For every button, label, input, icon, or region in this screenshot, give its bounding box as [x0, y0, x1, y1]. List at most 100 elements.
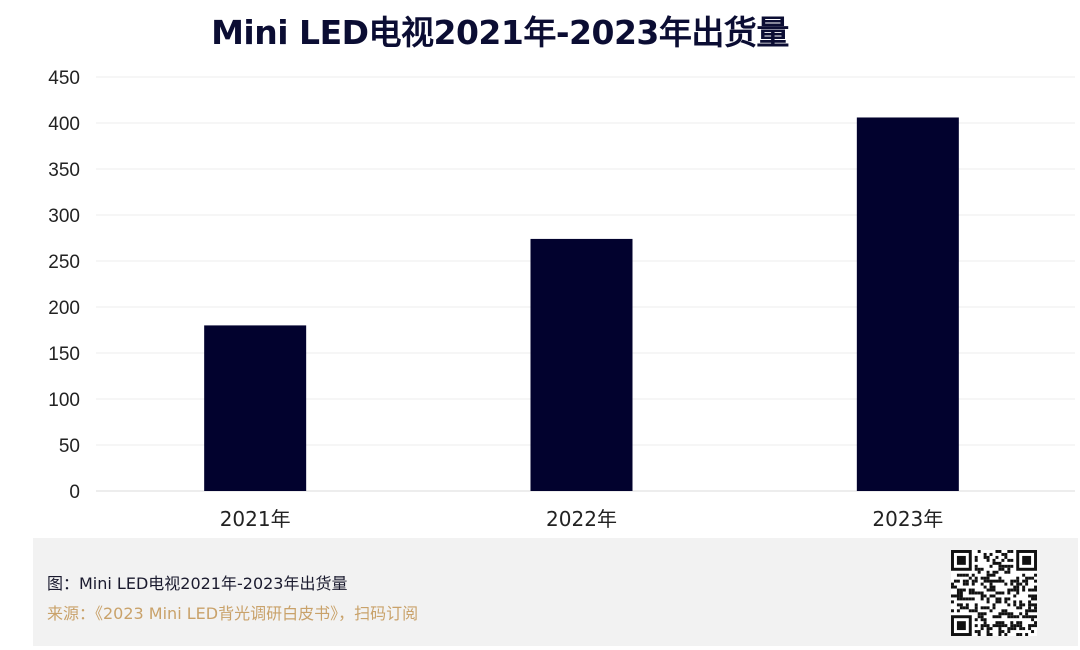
qr-module: [1022, 573, 1026, 577]
qr-module: [1007, 597, 1011, 601]
qr-module: [995, 591, 999, 595]
bars: [204, 117, 959, 491]
qr-module: [998, 624, 1002, 628]
qr-module: [1004, 597, 1008, 601]
qr-module: [974, 624, 978, 628]
bar-2021年[interactable]: [204, 325, 307, 491]
qr-module: [1028, 588, 1032, 592]
qr-module: [995, 600, 999, 604]
qr-module: [980, 594, 984, 598]
qr-module: [1034, 597, 1037, 601]
qr-module: [983, 585, 987, 589]
qr-module: [1016, 591, 1020, 595]
qr-module: [986, 588, 990, 592]
qr-module: [956, 555, 966, 565]
x-category-label: 2023年: [872, 507, 943, 531]
x-category-label: 2021年: [220, 507, 291, 531]
qr-module: [1025, 579, 1029, 583]
qr-module: [995, 579, 999, 583]
qr-module: [980, 627, 984, 631]
qr-module: [998, 591, 1002, 595]
qr-module: [965, 582, 969, 586]
qr-module: [992, 594, 996, 598]
qr-module: [992, 606, 996, 610]
qr-module: [1013, 585, 1017, 589]
qr-module: [980, 597, 984, 601]
qr-module: [1019, 612, 1023, 616]
qr-module: [983, 618, 987, 622]
qr-module: [962, 588, 966, 592]
qr-module: [971, 579, 975, 583]
qr-module: [995, 550, 999, 553]
qr-module: [1022, 615, 1026, 619]
qr-module: [986, 597, 990, 601]
qr-module: [989, 579, 993, 583]
qr-module: [1031, 603, 1035, 607]
qr-module: [1010, 624, 1014, 628]
qr-module: [998, 600, 1002, 604]
qr-module: [1001, 624, 1005, 628]
x-axis-labels: 2021年 2022年 2023年: [220, 507, 944, 531]
qr-module: [980, 591, 984, 595]
qr-module: [995, 615, 999, 619]
qr-module: [980, 624, 984, 628]
qr-module: [959, 594, 963, 598]
qr-module: [1016, 579, 1020, 583]
qr-module: [1007, 627, 1011, 631]
bar-2022年[interactable]: [530, 238, 633, 491]
qr-code-icon[interactable]: [951, 550, 1037, 636]
qr-module: [962, 597, 966, 601]
qr-module: [959, 573, 963, 577]
qr-module: [1004, 633, 1008, 636]
qr-module: [1019, 600, 1023, 604]
qr-module: [951, 582, 954, 586]
qr-module: [986, 600, 990, 604]
qr-module: [956, 621, 966, 631]
qr-module: [1007, 630, 1011, 634]
qr-module: [983, 579, 987, 583]
qr-module: [1019, 627, 1023, 631]
qr-module: [1016, 633, 1020, 636]
qr-module: [992, 558, 996, 562]
qr-module: [959, 591, 963, 595]
qr-module: [992, 624, 996, 628]
bar-2023年[interactable]: [856, 117, 959, 491]
qr-module: [998, 633, 1002, 636]
qr-module: [986, 630, 990, 634]
qr-module: [1007, 564, 1011, 568]
qr-module: [962, 573, 966, 577]
qr-module: [1016, 624, 1020, 628]
source-caption[interactable]: 来源：《2023 Mini LED背光调研白皮书》，扫码订阅: [47, 604, 419, 623]
qr-module: [995, 570, 999, 574]
qr-module: [998, 564, 1002, 568]
qr-module: [1001, 564, 1005, 568]
qr-module: [980, 612, 984, 616]
qr-module: [1022, 585, 1026, 589]
qr-module: [951, 594, 954, 598]
qr-module: [1010, 550, 1014, 553]
qr-module: [1016, 576, 1020, 580]
qr-module: [959, 588, 963, 592]
qr-module: [965, 597, 969, 601]
qr-module: [1031, 609, 1035, 613]
qr-module: [1007, 588, 1011, 592]
qr-module: [971, 588, 975, 592]
qr-module: [1016, 585, 1020, 589]
qr-module: [980, 582, 984, 586]
qr-module: [1031, 624, 1035, 628]
qr-module: [1001, 609, 1005, 613]
qr-module: [1028, 615, 1032, 619]
qr-module: [1028, 624, 1032, 628]
qr-module: [980, 576, 984, 580]
qr-module: [1004, 564, 1008, 568]
qr-module: [998, 579, 1002, 583]
qr-module: [980, 615, 984, 619]
qr-module: [1025, 609, 1029, 613]
qr-module: [968, 576, 972, 580]
qr-module: [956, 597, 960, 601]
figure-caption: 图：Mini LED电视2021年-2023年出货量: [47, 574, 348, 593]
qr-module: [1028, 594, 1032, 598]
qr-module: [995, 621, 999, 625]
qr-module: [1007, 570, 1011, 574]
qr-module: [1001, 591, 1005, 595]
